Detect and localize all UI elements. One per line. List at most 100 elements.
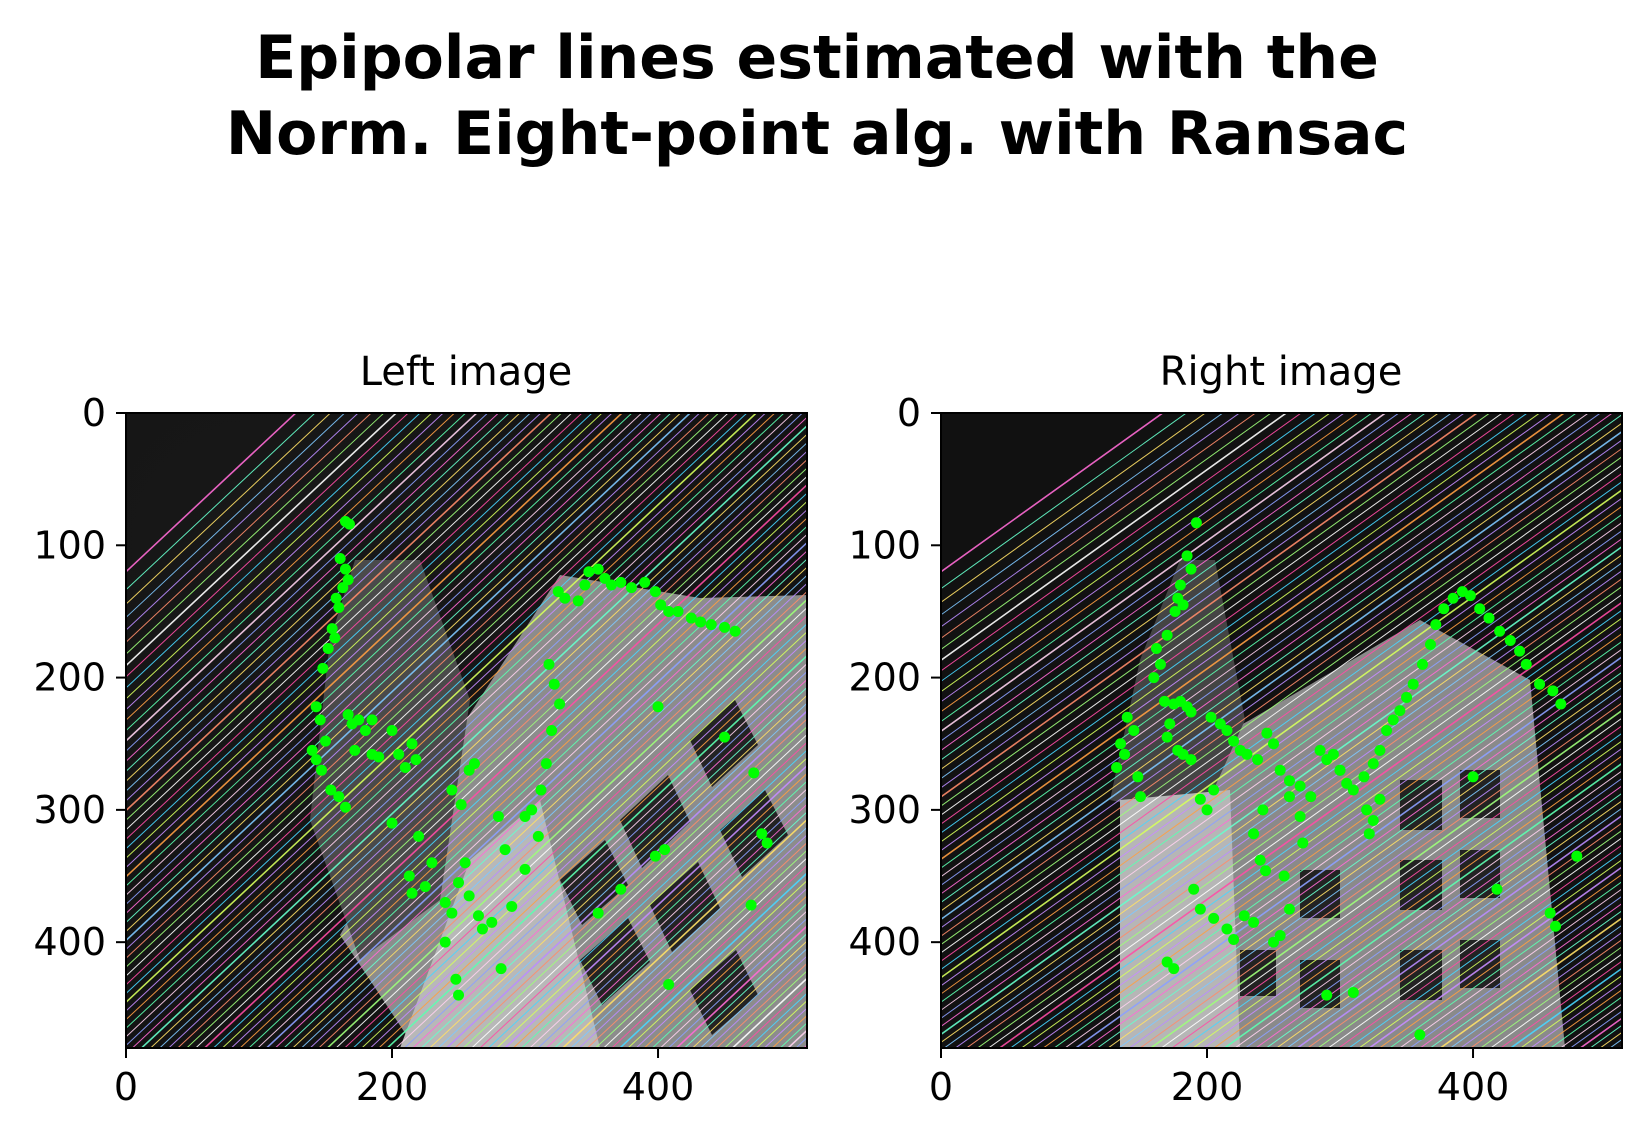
feature-point [605, 579, 617, 591]
feature-point [320, 735, 332, 747]
epipolar-line [126, 413, 297, 573]
epipolar-line [941, 413, 1224, 616]
x-tick-label: 200 [1171, 1065, 1244, 1109]
feature-point [1228, 934, 1240, 946]
feature-point [1221, 725, 1233, 736]
feature-point [672, 605, 684, 617]
feature-point [1491, 883, 1503, 895]
feature-point [1154, 658, 1166, 670]
epipolar-line [126, 413, 467, 732]
epipolar-line [113, 1055, 821, 1131]
feature-point [450, 973, 462, 985]
epipolar-line [126, 413, 720, 968]
feature-point [1534, 678, 1546, 690]
feature-point [1252, 754, 1264, 766]
epipolar-line [941, 497, 1622, 987]
epipolar-line [954, 570, 1622, 1048]
feature-point [333, 791, 345, 803]
epipolar-line [941, 554, 1622, 1044]
feature-point [366, 714, 378, 726]
epipolar-line [420, 686, 807, 1048]
feature-point [548, 678, 560, 690]
epipolar-line [113, 1091, 821, 1131]
feature-point [333, 601, 345, 613]
feature-point [592, 563, 604, 575]
epipolar-line [126, 413, 542, 802]
epipolar-line [1439, 916, 1622, 1048]
epipolar-line [1009, 609, 1622, 1048]
epipolar-line [113, 1077, 821, 1131]
epipolar-line [659, 910, 807, 1048]
feature-point [1194, 903, 1206, 915]
epipolar-line [1074, 655, 1622, 1048]
epipolar-line [1378, 873, 1622, 1048]
feature-point [540, 758, 552, 770]
epipolar-line [185, 467, 807, 1048]
epipolar-line [1244, 777, 1622, 1048]
y-tick-label: 100 [33, 523, 106, 567]
x-tick-label: 400 [622, 1065, 695, 1109]
x-tick-label: 200 [356, 1065, 429, 1109]
feature-point [334, 553, 346, 565]
feature-point [339, 801, 351, 813]
feature-point [546, 725, 558, 736]
epipolar-line [941, 464, 1622, 954]
epipolar-line [1085, 663, 1622, 1048]
epipolar-line [545, 803, 807, 1048]
feature-point [1115, 738, 1127, 750]
epipolar-line [537, 795, 807, 1048]
epipolar-line [941, 513, 1622, 1003]
epipolar-line [1286, 807, 1622, 1048]
epipolar-line [1171, 725, 1622, 1048]
epipolar-line [126, 413, 767, 1012]
epipolar-line [941, 413, 1553, 852]
epipolar-line [113, 1084, 821, 1131]
epipolar-line [941, 447, 1622, 937]
epipolar-line [113, 1069, 821, 1131]
epipolar-line [941, 413, 1614, 895]
epipolar-line [928, 1051, 1634, 1131]
feature-point [1274, 930, 1286, 942]
epipolar-line [976, 585, 1622, 1048]
feature-point [1555, 698, 1567, 710]
feature-point [639, 576, 651, 588]
feature-point [1438, 603, 1450, 615]
epipolar-line [126, 413, 478, 743]
epipolar-line [675, 924, 807, 1048]
feature-point [1194, 793, 1206, 805]
epipolar-line [928, 1114, 1634, 1131]
epipolar-line [643, 895, 807, 1048]
epipolar-line [941, 414, 1622, 903]
feature-point [325, 784, 337, 796]
suptitle-line-2: Norm. Eight-point alg. with Ransac [225, 99, 1409, 169]
epipolar-line [1509, 967, 1622, 1048]
epipolar-line [454, 718, 807, 1048]
left-feature-points [306, 515, 773, 1001]
epipolar-line [126, 413, 785, 1029]
epipolar-line [126, 413, 421, 689]
feature-point [476, 923, 488, 935]
epipolar-line [1192, 740, 1622, 1048]
feature-point [649, 850, 661, 862]
epipolar-line [126, 413, 710, 959]
epipolar-line [928, 1058, 1634, 1131]
feature-point [1161, 629, 1173, 641]
feature-point [413, 830, 425, 842]
y-tick-label: 0 [82, 391, 106, 435]
epipolar-line [487, 749, 807, 1048]
feature-point [1188, 883, 1200, 895]
x-tick-label: 0 [929, 1065, 953, 1109]
epipolar-line [257, 533, 807, 1048]
epipolar-line [1202, 747, 1622, 1048]
epipolar-line [602, 857, 807, 1048]
feature-point [659, 844, 671, 856]
feature-point [1185, 563, 1197, 575]
epipolar-line [941, 413, 1504, 816]
epipolar-line [928, 1079, 1634, 1131]
epipolar-line [126, 413, 729, 977]
feature-point [1571, 850, 1583, 862]
epipolar-line [941, 413, 1288, 662]
feature-point [1327, 748, 1339, 760]
epipolar-line [941, 413, 1241, 628]
epipolar-line [941, 413, 1491, 807]
